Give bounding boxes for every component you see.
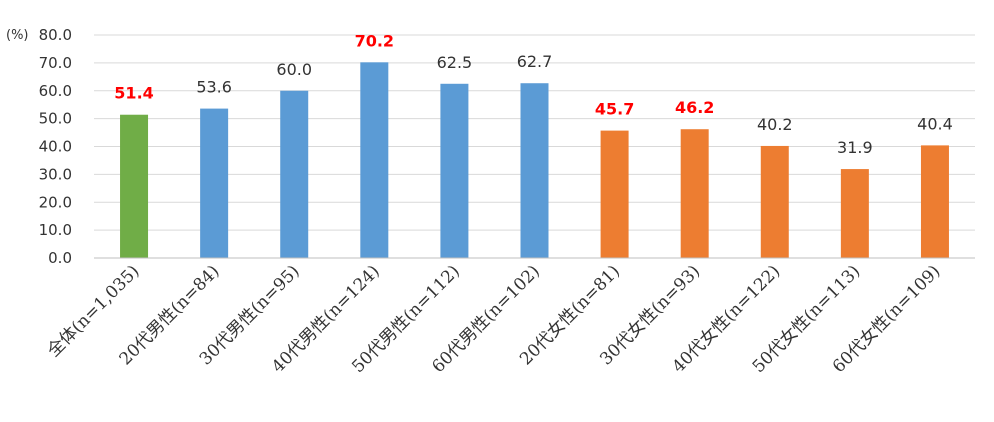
y-tick-label: 70.0	[39, 54, 72, 72]
data-label: 53.6	[196, 78, 232, 97]
bar	[920, 145, 949, 258]
data-label: 62.5	[437, 53, 473, 72]
data-label: 40.2	[757, 115, 793, 134]
y-tick-label: 80.0	[39, 26, 72, 44]
bar	[360, 62, 389, 258]
bar	[120, 114, 149, 258]
data-label: 70.2	[355, 31, 394, 50]
y-tick-label: 50.0	[39, 110, 72, 128]
y-tick-label: 30.0	[39, 165, 72, 183]
data-label: 62.7	[517, 52, 553, 71]
bar	[440, 83, 469, 258]
y-axis-ticks: 0.0 10.0 20.0 30.0 40.0 50.0 60.0 70.0 80.0	[39, 26, 72, 267]
data-label: 51.4	[114, 84, 153, 103]
data-label: 40.4	[917, 114, 953, 133]
data-label: 45.7	[595, 100, 634, 119]
y-tick-label: 20.0	[39, 193, 72, 211]
y-tick-label: 60.0	[39, 82, 72, 100]
bar	[840, 169, 869, 258]
bar	[600, 130, 629, 258]
bar	[760, 145, 789, 258]
y-unit-label: (%)	[6, 28, 29, 43]
bar	[200, 108, 229, 258]
data-label: 60.0	[276, 60, 312, 79]
data-labels: 51.4 53.6 60.0 70.2 62.5 62.7 45.7 46.2 40.2 31.9…	[114, 31, 952, 157]
bar	[680, 129, 709, 258]
y-tick-label: 10.0	[39, 221, 72, 239]
bar	[280, 90, 309, 258]
x-axis-labels: 全体(n=1,035)20代男性(n=84)30代男性(n=95)40代男性(n…	[44, 261, 945, 377]
y-tick-label: 0.0	[48, 249, 72, 267]
bars	[120, 62, 949, 258]
bar	[520, 83, 549, 258]
y-tick-label: 40.0	[39, 138, 72, 156]
data-label: 46.2	[675, 98, 714, 117]
data-label: 31.9	[837, 138, 873, 157]
